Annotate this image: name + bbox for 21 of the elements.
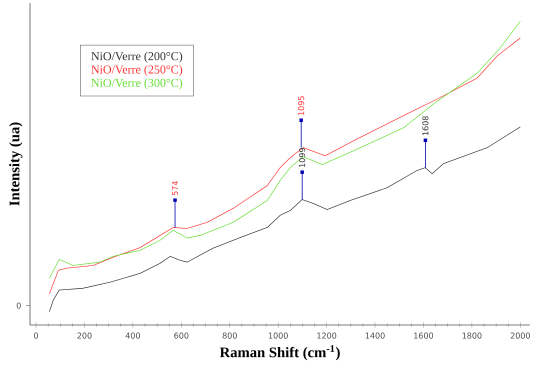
x-tick-label: 400 <box>126 332 140 339</box>
annotation: 574 <box>172 181 178 196</box>
x-tick-label: 1200 <box>317 332 336 339</box>
annotation: 1608 <box>422 116 428 136</box>
text: NiO/Verre (250°C) <box>91 65 182 76</box>
text: 0 <box>16 302 21 309</box>
x-tick-label: 1800 <box>462 332 482 339</box>
y-axis-title: Intensity (ua) <box>9 122 22 206</box>
x-tick-label: 200 <box>77 332 92 339</box>
x-tick-label: 1600 <box>414 332 434 339</box>
x-axis-title: Raman Shift (cm$^{-1}$) <box>220 345 340 360</box>
x-tick-label: 1400 <box>366 332 385 339</box>
x-tick-label: 2000 <box>510 332 530 339</box>
x-tick-label: 0 <box>34 332 38 339</box>
text: NiO/Verre (300°C) <box>91 78 182 90</box>
x-tick-label: 600 <box>174 332 188 339</box>
annotation: 1095 <box>298 96 304 116</box>
annotation: 1099 <box>299 148 306 168</box>
x-tick-label: 1000 <box>268 332 288 339</box>
text: NiO/Verre (200°C) <box>91 52 182 63</box>
x-tick-label: 800 <box>222 332 237 339</box>
